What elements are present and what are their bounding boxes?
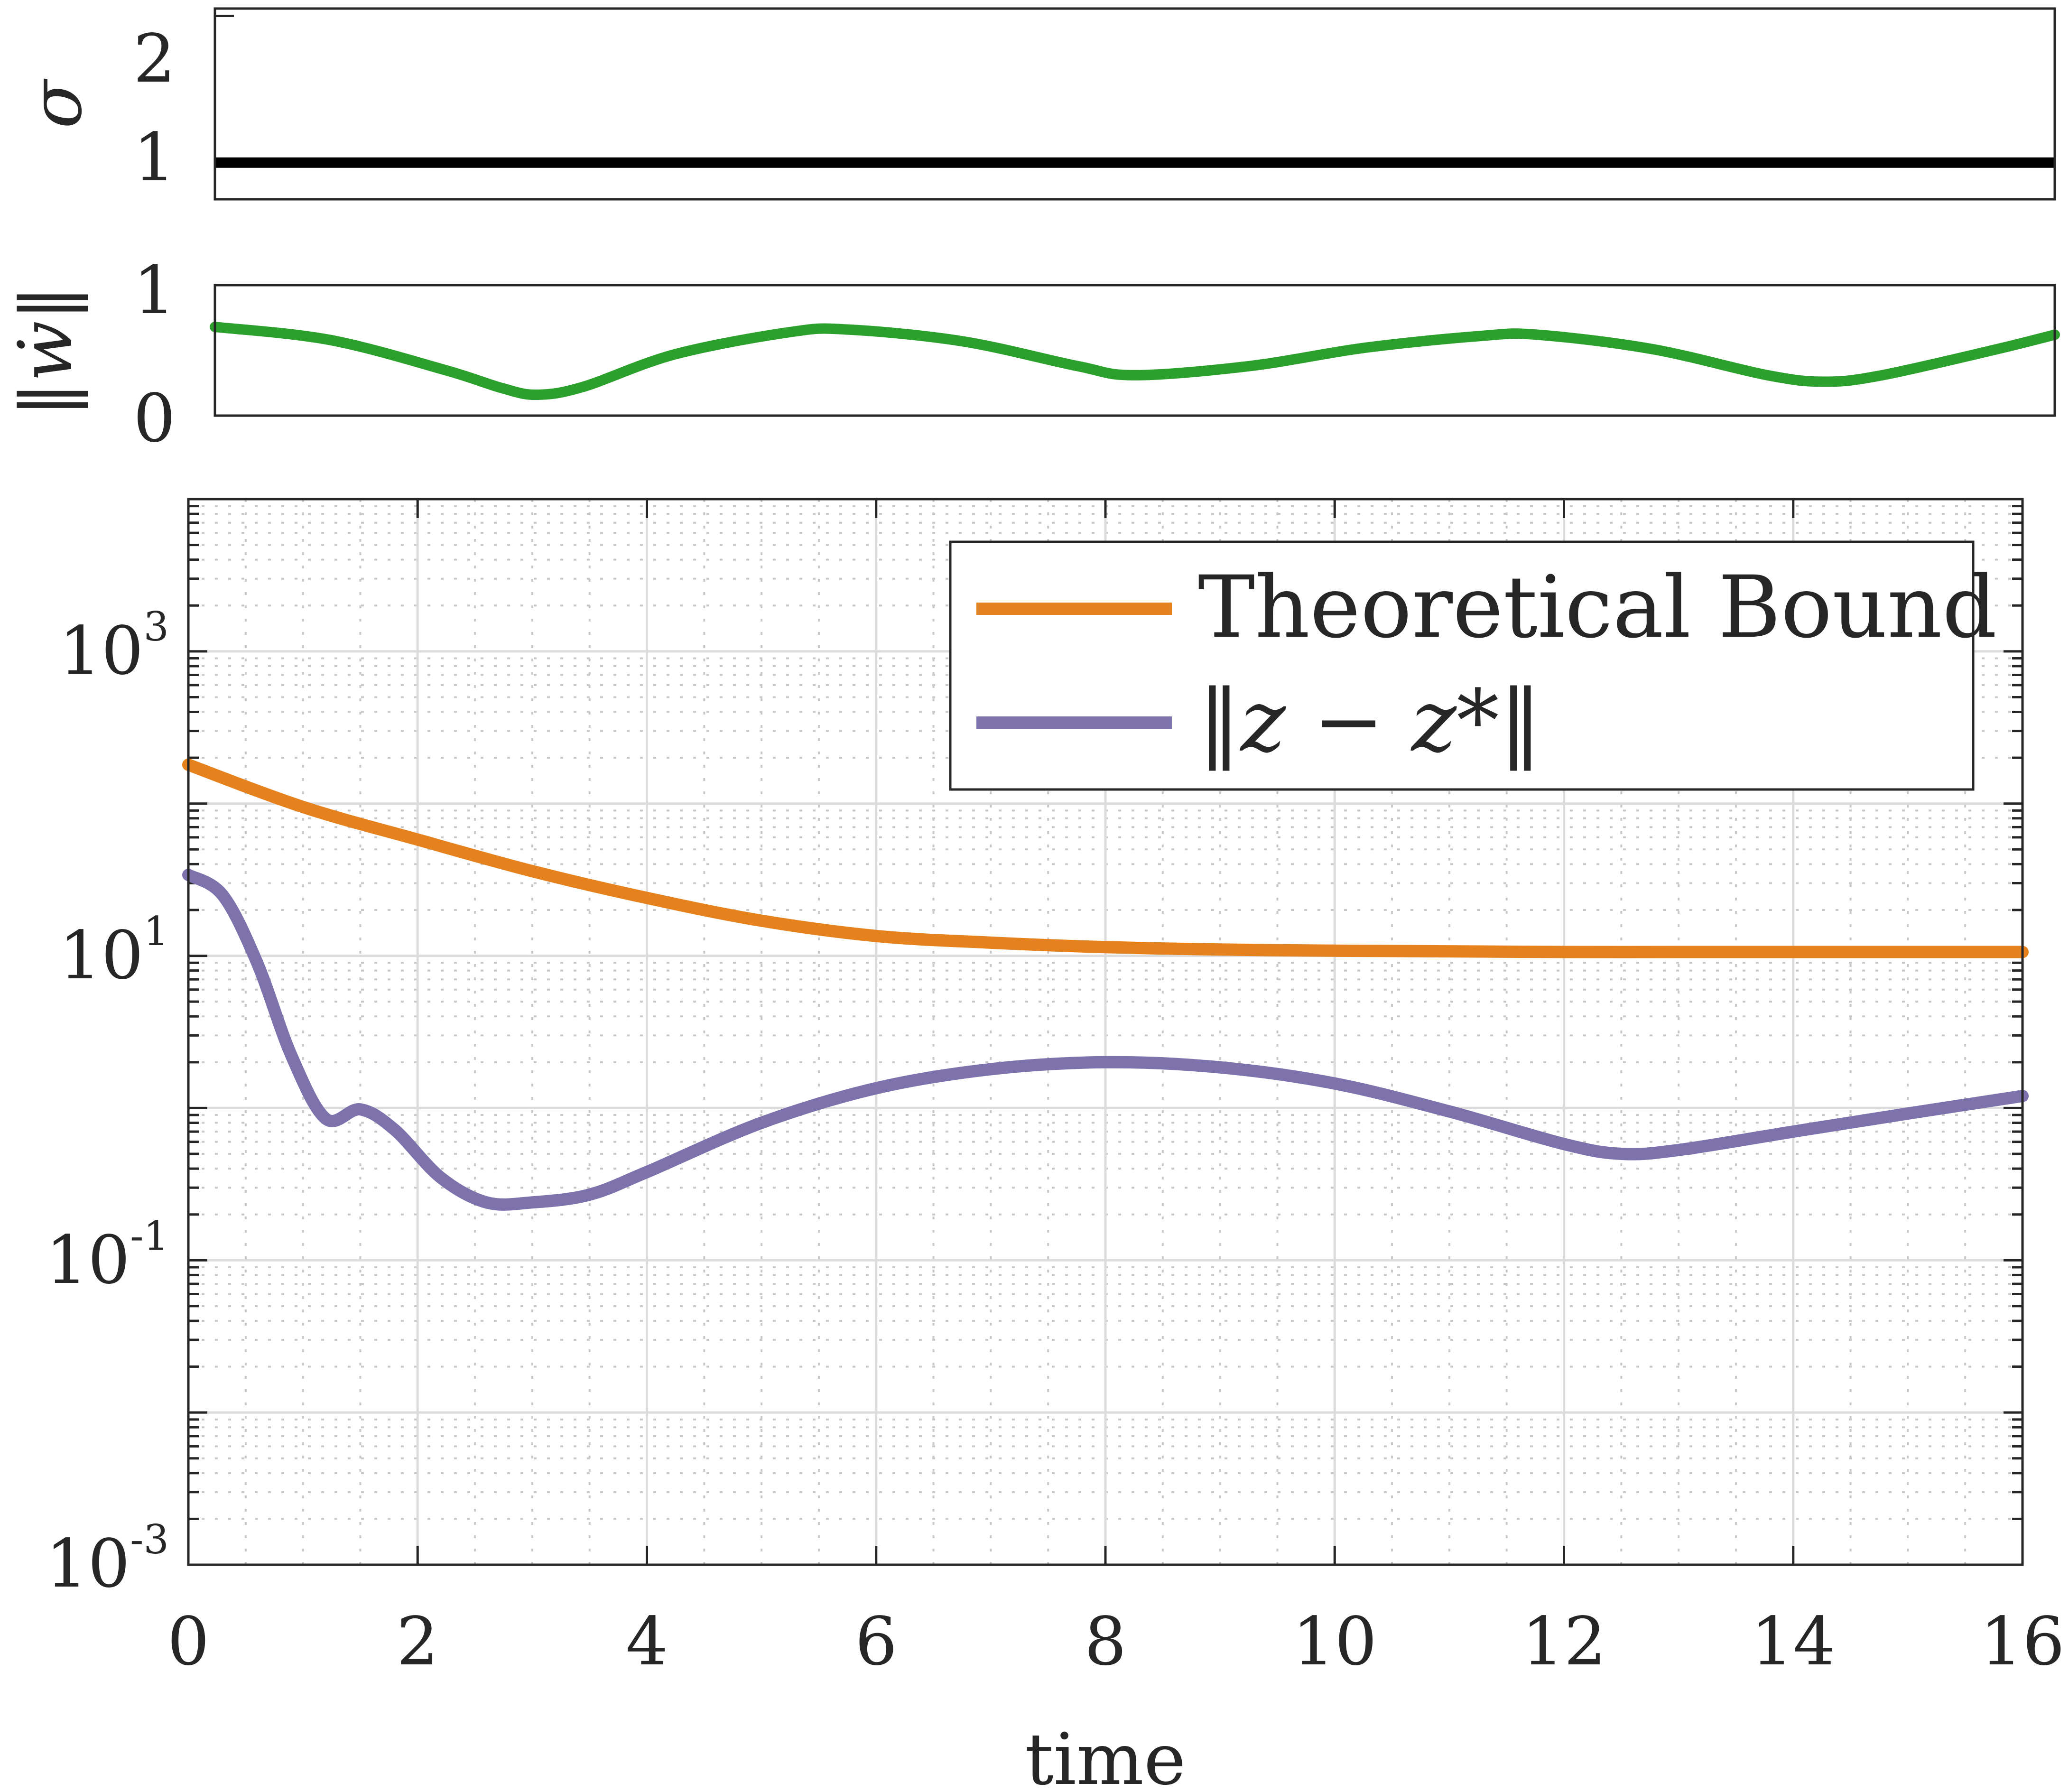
wdot-panel: 1 0 ‖ẇ‖ — [6, 252, 2060, 457]
main-xtick-label: 8 — [1084, 1603, 1126, 1681]
wdot-ytick-label-1: 1 — [133, 252, 176, 329]
main-xlabel: time — [1025, 1718, 1186, 1792]
main-ytick-exp-1e3: 3 — [144, 604, 169, 650]
main-ytick-exp-1e-1: -1 — [130, 1213, 169, 1259]
sigma-panel: 2 1 σ — [15, 7, 2056, 201]
wdot-ytick-label-0: 0 — [133, 380, 176, 457]
theoretical-bound-line — [182, 758, 2029, 958]
main-xtick-label: 2 — [397, 1603, 439, 1681]
wdot-series-line — [210, 322, 2060, 400]
main-xtick-label: 6 — [855, 1603, 897, 1681]
legend-label-theoretical-bound: Theoretical Bound — [1198, 558, 1997, 657]
main-ytick-label-1e1: 101 — [59, 908, 169, 994]
sigma-ytick-label-1: 1 — [133, 119, 176, 196]
main-xtick-label: 0 — [167, 1603, 209, 1681]
sigma-tick-marks — [215, 14, 234, 164]
main-ytick-exp-1e-3: -3 — [130, 1516, 169, 1563]
sigma-axes-frame — [213, 7, 2056, 201]
main-ytick-base-1e1: 10 — [59, 917, 143, 994]
wdot-ylabel: ‖ẇ‖ — [6, 285, 88, 417]
main-ytick-exp-1e1: 1 — [144, 908, 169, 955]
main-xtick-label: 16 — [1980, 1603, 2065, 1681]
main-xtick-label: 12 — [1522, 1603, 1606, 1681]
error-norm-line — [182, 869, 2029, 1211]
main-xtick-labels: 0 2 4 6 8 10 12 14 16 — [167, 1603, 2065, 1681]
main-ytick-base-1e-1: 10 — [46, 1222, 130, 1299]
main-ytick-label-1e3: 103 — [59, 604, 169, 690]
legend: Theoretical Bound ‖z − z*‖ — [949, 540, 1997, 791]
sigma-ytick-label-2: 2 — [133, 20, 176, 98]
main-xtick-label: 10 — [1292, 1603, 1377, 1681]
main-panel: 103 101 10-1 10-3 0 2 4 6 8 10 12 14 16 time The… — [46, 498, 2065, 1792]
main-ytick-base-1e-3: 10 — [46, 1525, 130, 1603]
main-axes-frame — [187, 498, 2024, 1566]
main-ytick-label-1e-1: 10-1 — [46, 1213, 169, 1299]
sigma-ylabel: σ — [15, 78, 98, 129]
main-xtick-label: 4 — [626, 1603, 668, 1681]
main-ytick-label-1e-3: 10-3 — [46, 1516, 169, 1603]
main-xtick-label: 14 — [1751, 1603, 1836, 1681]
legend-box — [949, 540, 1975, 791]
main-ytick-base-1e3: 10 — [59, 613, 143, 690]
legend-label-error-norm: ‖z − z*‖ — [1198, 672, 1542, 771]
wdot-axes-frame — [213, 284, 2056, 417]
